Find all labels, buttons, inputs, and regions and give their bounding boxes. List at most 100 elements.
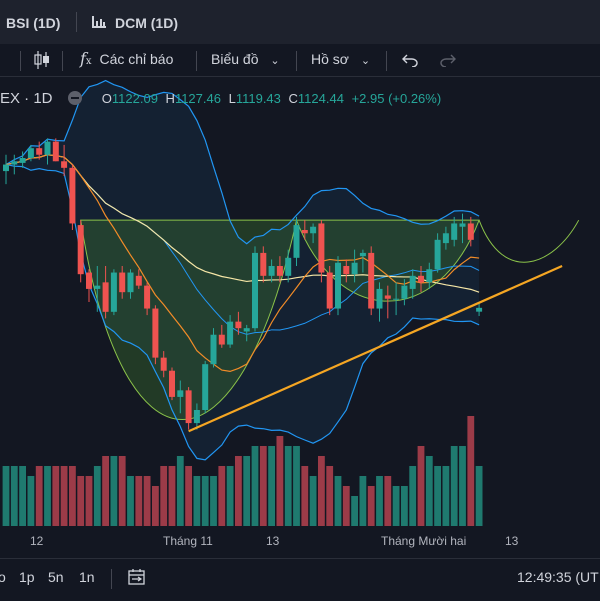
candle-body <box>127 272 134 293</box>
candle <box>77 220 84 283</box>
range-button-1p[interactable]: 1p <box>19 569 35 585</box>
candle <box>218 324 225 348</box>
candle <box>376 282 383 322</box>
candle <box>243 324 250 342</box>
x-axis-label: Tháng Mười hai <box>381 534 467 548</box>
candle-body <box>368 252 375 309</box>
candle-body <box>285 257 292 276</box>
candle-body <box>326 272 333 309</box>
date-range-icon[interactable] <box>128 568 146 586</box>
volume-bar <box>293 446 300 526</box>
volume-bar <box>10 466 18 526</box>
high-value: H1127.46 <box>166 91 225 106</box>
candle-body <box>318 223 325 273</box>
candle <box>434 233 441 273</box>
trendline[interactable] <box>188 264 563 433</box>
volume-bar <box>118 456 126 526</box>
candle <box>459 213 466 244</box>
tab-divider <box>76 12 77 32</box>
candle <box>177 380 184 414</box>
candle-body <box>235 321 242 329</box>
indicators-label: Các chỉ báo <box>99 51 174 67</box>
toolbar-divider <box>62 51 63 71</box>
candle-body <box>36 148 43 155</box>
candle-body <box>102 282 109 312</box>
candle-body <box>169 370 175 397</box>
symbol-tabs-bar: BSI (1D) DCM (1D) <box>0 0 600 45</box>
volume-bar <box>459 446 466 526</box>
candle-body <box>252 252 258 329</box>
symbol-label[interactable]: EX · 1D <box>0 90 53 107</box>
candle <box>119 266 126 299</box>
candle <box>476 302 483 317</box>
candle <box>94 266 101 312</box>
candle <box>467 216 474 247</box>
volume-bar <box>467 416 475 526</box>
toolbar-divider <box>196 51 197 71</box>
candle-body <box>61 161 68 168</box>
candle-body <box>19 158 26 163</box>
candlestick-icon[interactable] <box>33 50 51 70</box>
tab-dcm[interactable]: DCM (1D) <box>115 15 178 31</box>
high-number: 1127.46 <box>174 91 221 106</box>
bollinger-upper-line <box>5 79 480 245</box>
volume-bar <box>102 456 109 526</box>
candle <box>135 269 142 289</box>
candle <box>343 259 350 283</box>
volume-bar <box>367 486 375 526</box>
chart-toolbar: fx Các chỉ báo Biểu đồ ⌄ Hồ sơ ⌄ <box>0 44 600 77</box>
bollinger-band-fill <box>6 80 480 460</box>
volume-bar <box>218 466 226 526</box>
function-icon: fx <box>80 49 92 68</box>
profile-dropdown[interactable]: Hồ sơ ⌄ <box>311 44 370 76</box>
candle <box>11 154 18 175</box>
candle-body <box>52 141 59 162</box>
indicators-button[interactable]: fx Các chỉ báo <box>80 44 173 76</box>
candle-body <box>426 269 433 283</box>
volume-bar <box>318 456 325 526</box>
candle-body <box>376 288 383 309</box>
clock-timezone[interactable]: 12:49:35 (UT <box>517 569 599 585</box>
candle <box>351 249 358 283</box>
ascending-trendline[interactable] <box>188 264 563 433</box>
chart-type-dropdown[interactable]: Biểu đồ ⌄ <box>211 44 280 76</box>
candle-body <box>160 357 167 371</box>
chart-type-label: Biểu đồ <box>211 51 259 67</box>
candle-body <box>177 390 184 397</box>
x-axis-label: 12 <box>30 534 44 548</box>
candle-body <box>260 252 267 276</box>
volume-bar <box>143 476 151 526</box>
candle <box>359 249 366 273</box>
candle-body <box>152 308 159 358</box>
volume-bar <box>85 476 93 526</box>
candle <box>301 220 308 240</box>
volume-bar <box>210 476 217 526</box>
candle-body <box>69 167 76 224</box>
tab-bsi[interactable]: BSI (1D) <box>6 15 61 31</box>
candle-body <box>442 233 449 244</box>
volume-bar <box>168 466 176 526</box>
x-axis-label: 13 <box>266 534 280 548</box>
candle <box>61 144 68 176</box>
hide-legend-icon[interactable] <box>68 91 83 105</box>
volume-bar <box>160 466 168 526</box>
candle <box>426 262 433 289</box>
range-button-5n[interactable]: 5n <box>48 569 64 585</box>
toolbar-divider <box>111 569 112 589</box>
range-button-all[interactable]: o <box>0 569 6 585</box>
price-chart[interactable] <box>0 76 600 558</box>
candle <box>401 279 408 306</box>
volume-bar <box>185 466 192 526</box>
volume-bar <box>127 476 134 526</box>
volume-bars <box>2 416 483 526</box>
range-button-1n[interactable]: 1n <box>79 569 95 585</box>
undo-icon[interactable] <box>402 53 418 67</box>
volume-bar <box>434 466 441 526</box>
volume-bar <box>384 476 392 526</box>
candle-body <box>193 410 200 424</box>
redo-icon[interactable] <box>440 53 456 67</box>
candle-body <box>310 226 317 234</box>
low-label: L <box>228 91 236 106</box>
volume-bar <box>27 476 35 526</box>
candle <box>326 266 333 316</box>
